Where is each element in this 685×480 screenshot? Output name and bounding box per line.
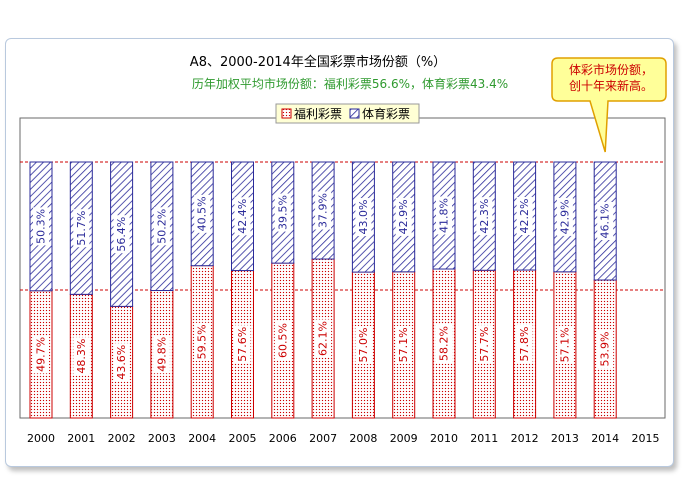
data-label-fucai: 57.7% [478,327,491,362]
x-tick-label: 2005 [229,432,257,445]
annotation-line-1: 体彩市场份额， [568,63,653,77]
data-label-ticai: 42.9% [397,199,410,234]
data-label-ticai: 37.9% [317,193,330,228]
bars-group: 49.7% 50.3% 48.3% 51.7% 43.6% 56.4% 49.8% 50.2%… [29,161,617,419]
data-label-ticai: 43.0% [357,200,370,235]
label-bg [476,197,493,236]
label-bg [556,325,573,364]
data-label-ticai: 42.3% [478,199,491,234]
label-bg [153,335,170,374]
x-tick-label: 2010 [430,432,458,445]
data-label-ticai: 42.2% [518,199,531,234]
annotation-line-2: 创十年来新高。 [568,79,653,93]
legend: 福利彩票 体育彩票 [275,103,420,124]
label-bg [516,197,533,236]
x-tick-label: 2000 [27,432,55,445]
label-bg [315,319,332,358]
x-tick-label: 2009 [390,432,418,445]
x-tick-label: 2013 [551,432,579,445]
label-bg [516,325,533,364]
label-bg [597,330,614,369]
x-tick-label: 2007 [309,432,337,445]
data-label-ticai: 42.4% [236,199,249,234]
data-label-fucai: 57.1% [558,327,571,362]
label-bg [33,207,49,246]
chart-subtitle: 历年加权平均市场份额：福利彩票56.6%，体育彩票43.4% [192,76,508,91]
label-bg [274,193,291,232]
x-tick-label: 2008 [349,432,377,445]
label-bg [355,198,372,237]
legend-label: 体育彩票 [362,106,410,121]
data-label-ticai: 51.7% [75,211,88,246]
label-bg [315,191,332,230]
data-label-fucai: 62.1% [317,321,330,356]
label-bg [194,322,211,361]
legend-swatch [349,108,360,119]
data-label-fucai: 57.0% [357,328,370,363]
data-label-fucai: 57.6% [236,327,249,362]
label-bg [436,196,452,235]
data-label-ticai: 41.8% [438,198,451,233]
annotation-callout [551,57,667,153]
data-label-fucai: 60.5% [276,323,289,358]
legend-swatch [281,108,292,119]
annotation-text: 体彩市场份额， 创十年来新高。 [556,62,666,94]
data-label-ticai: 50.3% [35,209,48,244]
label-bg [395,325,412,364]
x-tick-label: 2015 [632,432,660,445]
label-bg [113,215,130,254]
data-label-fucai: 43.6% [115,345,128,380]
data-label-ticai: 42.9% [558,199,571,234]
label-bg [234,325,251,364]
data-label-fucai: 57.8% [518,327,531,362]
chart-title: A8、2000-2014年全国彩票市场份额（%） [190,54,446,70]
data-label-fucai: 49.8% [155,337,168,372]
data-label-ticai: 40.5% [196,196,209,231]
x-tick-label: 2004 [188,432,216,445]
x-tick-label: 2003 [148,432,176,445]
data-label-fucai: 53.9% [599,332,612,367]
data-label-ticai: 39.5% [276,195,289,230]
callout-bubble [551,57,667,153]
label-bg [73,209,90,248]
label-bg [436,324,452,363]
data-label-fucai: 59.5% [196,324,209,359]
label-bg [355,326,372,365]
label-bg [274,321,291,360]
data-label-fucai: 58.2% [438,326,451,361]
data-label-fucai: 49.7% [35,337,48,372]
data-label-ticai: 56.4% [115,217,128,252]
label-bg [234,197,251,236]
label-bg [597,202,614,241]
legend-label: 福利彩票 [294,106,342,121]
x-axis-ticks: 2000 2001 2002 2003 2004 2005 2006 2007 2008 2009… [27,432,660,445]
label-bg [194,194,211,233]
label-bg [73,337,90,376]
x-tick-label: 2014 [591,432,619,445]
data-label-fucai: 48.3% [75,339,88,374]
label-bg [476,325,493,364]
data-label-fucai: 57.1% [397,327,410,362]
data-label-ticai: 46.1% [599,204,612,239]
legend-box [275,103,420,124]
x-tick-label: 2001 [67,432,95,445]
x-tick-label: 2006 [269,432,297,445]
x-tick-label: 2012 [511,432,539,445]
x-tick-label: 2011 [470,432,498,445]
x-tick-label: 2002 [108,432,136,445]
label-bg [33,335,49,374]
label-bg [395,197,412,236]
label-bg [556,197,573,236]
data-label-ticai: 50.2% [155,209,168,244]
label-bg [153,207,170,246]
label-bg [113,343,130,382]
